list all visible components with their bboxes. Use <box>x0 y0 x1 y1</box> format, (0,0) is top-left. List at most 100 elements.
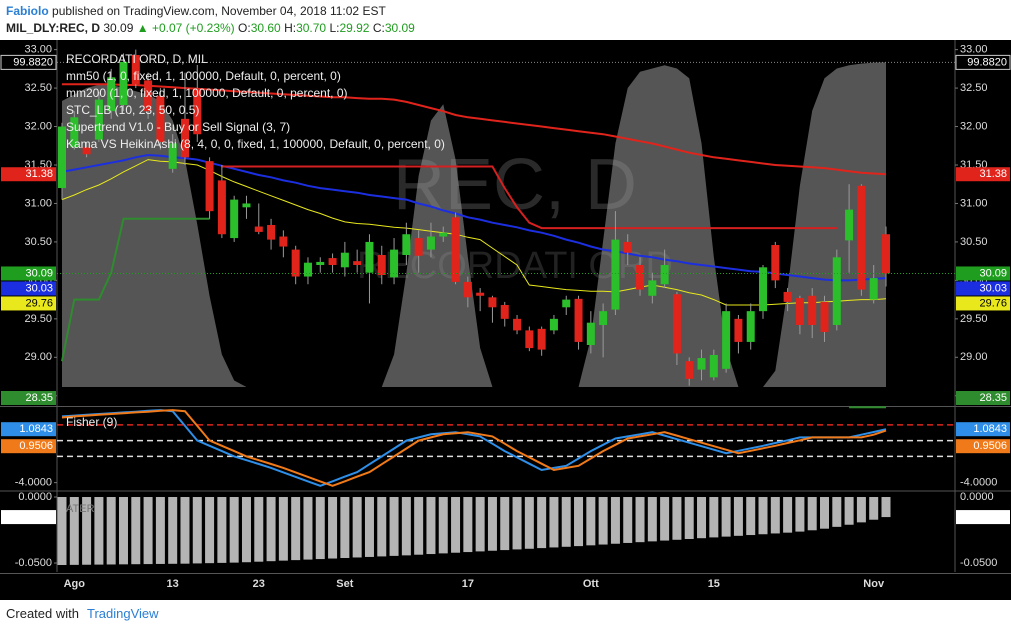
hist-bar <box>697 497 707 539</box>
candle-body <box>156 95 165 142</box>
candle-body <box>402 234 411 255</box>
y-tick-label: 30.50 <box>24 236 52 248</box>
header-line: Fabiolo published on TradingView.com, No… <box>6 4 386 18</box>
price-label: 28.35 <box>25 392 53 404</box>
price-label: 30.03 <box>25 282 53 294</box>
hist-bar <box>475 497 485 552</box>
legend-item: mm50 (1, 0, fixed, 1, 100000, Default, 0… <box>66 69 341 83</box>
candle-body <box>525 330 534 349</box>
hist-bar <box>192 497 202 564</box>
hist-bar <box>451 497 461 553</box>
fisher-label-box <box>1 422 56 437</box>
candle-body <box>267 225 276 240</box>
hist-bar <box>278 497 288 561</box>
y-tick-label: 33.00 <box>24 44 52 56</box>
hist-bar <box>537 497 547 549</box>
brand[interactable]: TradingView <box>86 606 159 621</box>
y-tick-label: 32.50 <box>960 82 988 94</box>
price-label: 29.76 <box>979 297 1007 309</box>
candle-body <box>697 358 706 370</box>
stc-label: 99.8820 <box>967 56 1007 68</box>
hist-bar <box>746 497 756 536</box>
hist-bar <box>733 497 743 536</box>
l-value: 29.92 <box>339 21 370 35</box>
hist-bar <box>57 497 67 566</box>
hist-bar <box>844 497 854 525</box>
fisher-label: 1.0843 <box>973 423 1007 435</box>
candle-body <box>414 238 423 256</box>
hist-label: -0.0152 <box>16 511 53 523</box>
candle-body <box>648 280 657 296</box>
price-label: 31.38 <box>25 168 53 180</box>
candle-body <box>611 239 620 310</box>
hist-bar <box>586 497 596 546</box>
author[interactable]: Fabiolo <box>6 4 49 18</box>
candle-body <box>180 118 189 158</box>
hist-bar <box>180 497 190 564</box>
candle-body <box>340 252 349 268</box>
x-tick-label: Ott <box>583 578 599 590</box>
h: H:30.70 <box>284 21 326 35</box>
candle-body <box>390 249 399 278</box>
x-tick-label: 23 <box>253 578 265 590</box>
hist-bar <box>820 497 830 529</box>
o: O:30.60 <box>238 21 281 35</box>
last: 30.09 <box>103 21 134 35</box>
y-tick-label: 29.50 <box>24 313 52 325</box>
candle-body <box>574 298 583 342</box>
fisher-label-box <box>956 439 1010 454</box>
chart-title: RECORDATI ORD, D, MIL <box>66 52 208 66</box>
y-tick-label: 32.00 <box>24 120 52 132</box>
fisher-label: 1.0843 <box>19 423 53 435</box>
hist-bar <box>869 497 879 520</box>
candle-body <box>513 318 522 331</box>
hist-bar <box>660 497 670 541</box>
hist-bar <box>500 497 510 551</box>
hist-bar <box>795 497 805 532</box>
price-label-box <box>1 281 56 296</box>
candle-body <box>771 245 780 281</box>
y-tick-label: 29.00 <box>24 351 52 363</box>
hist-label-box <box>956 510 1010 525</box>
hist-bar <box>758 497 768 535</box>
o-label: O: <box>238 21 251 35</box>
candle-body <box>759 267 768 312</box>
price-label: 29.76 <box>25 297 53 309</box>
x-tick-label: Ago <box>64 578 86 590</box>
hist-bar <box>69 497 79 565</box>
c-value: 30.09 <box>384 21 415 35</box>
candle-body <box>82 147 91 155</box>
y-tick-label: 32.00 <box>960 120 988 132</box>
candle-body <box>783 291 792 302</box>
hist-bar <box>672 497 682 540</box>
hist-label: -0.0152 <box>970 511 1007 523</box>
x-tick-label: Nov <box>863 578 885 590</box>
hist-bar <box>377 497 387 557</box>
publish-text: published on TradingView.com, November 0… <box>52 4 386 18</box>
footer-text: Created with <box>6 606 79 621</box>
hist-bar <box>352 497 362 558</box>
x-tick-label: 15 <box>708 578 720 590</box>
candle-body <box>586 322 595 345</box>
price-label-box <box>956 167 1010 182</box>
hist-bar <box>721 497 731 537</box>
candle-body <box>636 265 645 290</box>
candle-body <box>193 88 202 135</box>
candle-body <box>230 199 239 239</box>
candle-body <box>672 294 681 354</box>
footer: Created with TradingView <box>6 606 159 621</box>
candle-body <box>242 203 251 208</box>
stc-label-box <box>955 54 1011 70</box>
indicator-line <box>61 217 886 409</box>
hist-bar <box>303 497 313 560</box>
hist-bar <box>524 497 534 549</box>
hist-bar <box>291 497 301 561</box>
hist-bar <box>217 497 227 563</box>
y-tick-label: 0.0000 <box>18 491 52 503</box>
hist-bar <box>328 497 338 559</box>
hist-bar <box>94 497 104 565</box>
o-value: 30.60 <box>250 21 281 35</box>
x-tick-label: 17 <box>462 578 474 590</box>
legend-item: Kama VS HeikinAshi (8, 4, 0, 0, fixed, 1… <box>66 137 445 151</box>
hist-bar <box>205 497 215 564</box>
